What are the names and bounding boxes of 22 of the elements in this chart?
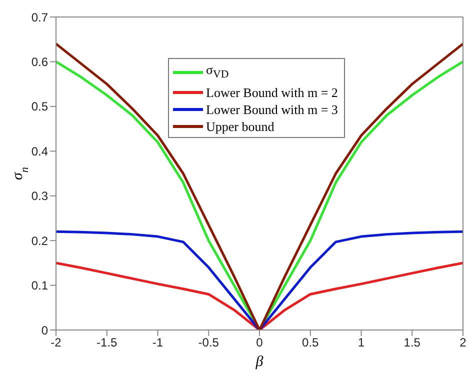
y-tick-label: 0.3 [31,189,48,204]
x-tick-label: 0.5 [302,336,320,350]
y-tick-label: 0 [41,323,48,338]
y-tick-label: 0.5 [31,100,48,114]
x-tick-label: 1 [358,336,365,350]
y-tick-label: 0.1 [31,278,48,293]
x-tick-label: 1.5 [404,336,421,350]
x-tick-label: -1 [152,336,164,350]
y-tick-label: 0.6 [31,54,48,69]
x-tick-label: -1.5 [96,336,118,350]
y-tick-label: 0.4 [31,144,48,158]
y-tick-label: 0.2 [31,234,48,248]
legend-label: Lower Bound with m = 2 [206,84,338,101]
x-tick-label: -2 [50,336,62,350]
legend-label: σ$_{VD}$ [206,61,229,83]
y-tick-label: 0.7 [31,10,48,24]
legend-label: Upper bound [206,118,274,135]
x-tick-label: -0.5 [198,336,220,350]
x-axis-title: β [254,354,264,370]
legend-label: Lower Bound with m = 3 [206,100,338,118]
x-tick-label: 0 [256,336,264,350]
x-tick-label: 2 [460,336,467,350]
